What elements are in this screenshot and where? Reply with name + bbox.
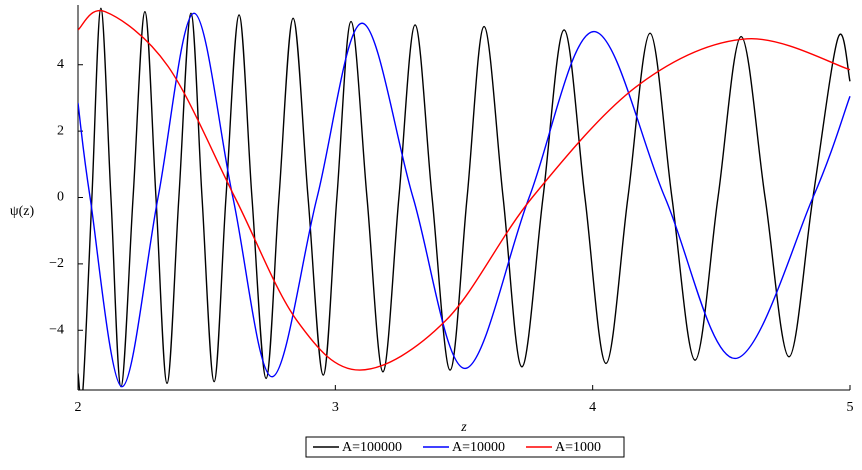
legend-box xyxy=(305,436,625,458)
y-tick-label: −4 xyxy=(49,322,64,337)
y-tick-label: 2 xyxy=(57,123,64,138)
x-tick-label: 5 xyxy=(847,400,854,415)
y-tick-label: 4 xyxy=(57,57,64,72)
y-tick-label: −2 xyxy=(49,256,64,271)
x-tick-label: 4 xyxy=(589,400,596,415)
legend-label: A=10000 xyxy=(452,440,505,455)
line xyxy=(78,9,851,371)
x-tick-label: 3 xyxy=(332,400,339,415)
y-tick-label: 0 xyxy=(57,190,64,205)
legend-label: A=1000 xyxy=(555,440,601,455)
y-axis-label: ψ(z) xyxy=(10,204,35,219)
x-tick-label: 2 xyxy=(75,400,82,415)
line xyxy=(78,7,851,390)
x-axis-label: z xyxy=(460,420,467,435)
line xyxy=(78,12,851,388)
legend-label: A=100000 xyxy=(342,440,402,455)
